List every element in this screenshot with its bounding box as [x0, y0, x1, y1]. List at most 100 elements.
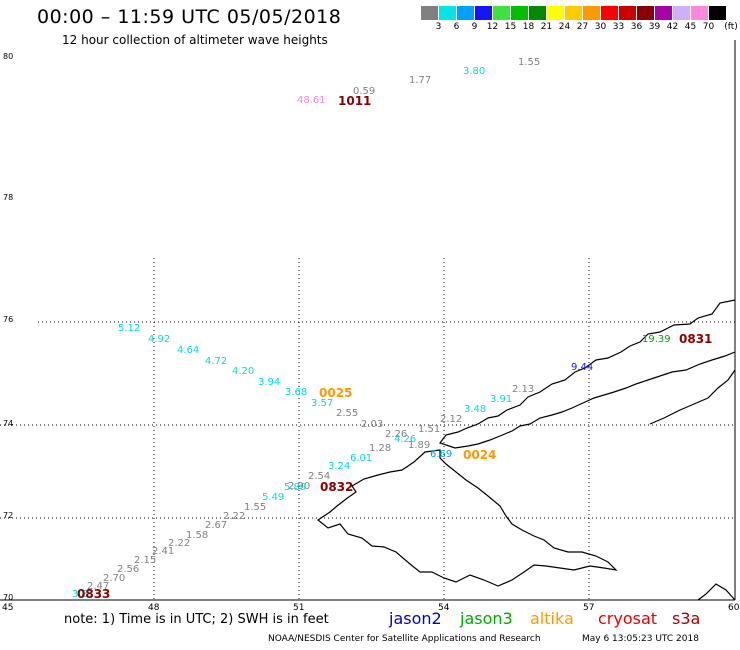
wave-height-value: 2.56 — [117, 564, 139, 575]
wave-height-value: 2.03 — [361, 419, 383, 430]
latitude-label: 80 — [3, 52, 13, 61]
satellite-legend-altika: altika — [530, 609, 574, 628]
wave-height-observations: 48.61 0.59 1.77 3.80 1.55 5.12 4.92 4.64 4.72 4.2… — [72, 57, 712, 601]
wave-height-value: 48.61 — [297, 95, 326, 106]
legend-swatch — [439, 6, 456, 20]
northern-island-coast — [439, 299, 736, 449]
latitude-label: 74 — [3, 419, 13, 428]
wave-height-value: 1.51 — [418, 424, 440, 435]
legend-swatch — [475, 6, 492, 20]
wave-height-value: 4.92 — [148, 334, 170, 345]
legend-label: 3 — [435, 22, 442, 32]
wave-height-value: 3.94 — [258, 377, 280, 388]
wave-height-value: 1.58 — [186, 530, 208, 541]
legend-swatch — [529, 6, 546, 20]
pass-time-label: 0832 — [320, 480, 353, 494]
footer-credit: NOAA/NESDIS Center for Satellite Applica… — [268, 634, 541, 644]
legend-swatch — [709, 6, 726, 20]
wave-height-value: 2.41 — [152, 546, 174, 557]
chart-subtitle: 12 hour collection of altimeter wave hei… — [62, 33, 328, 47]
wave-height-value: 1.89 — [408, 440, 430, 451]
wave-height-value: 5.49 — [262, 492, 284, 503]
longitude-label: 54 — [438, 603, 450, 613]
legend-swatch — [619, 6, 636, 20]
wave-height-value: 2.90 — [288, 481, 310, 492]
legend-swatch — [565, 6, 582, 20]
pass-time-label: 1011 — [338, 94, 371, 108]
legend-swatch — [457, 6, 474, 20]
legend-label: 6 — [453, 22, 460, 32]
legend-swatch — [511, 6, 528, 20]
wave-height-value: 3.68 — [285, 387, 307, 398]
legend-swatch — [601, 6, 618, 20]
satellite-legend-s3a: s3a — [672, 609, 701, 628]
wave-height-value: 2.47 — [87, 581, 109, 592]
wave-height-value: 3.91 — [490, 394, 512, 405]
wave-height-value: 9.44 — [571, 362, 593, 373]
longitude-label: 45 — [2, 603, 13, 613]
wave-height-value: 0.59 — [353, 86, 375, 97]
wave-height-value: 3.81 — [72, 589, 94, 600]
wave-height-value: 6.69 — [430, 449, 452, 460]
wave-height-value: 1.55 — [518, 57, 540, 68]
wave-height-value: 1.77 — [409, 75, 431, 86]
legend-swatch — [637, 6, 654, 20]
legend-unit: (ft) — [724, 22, 738, 32]
wave-height-value: 6.01 — [350, 453, 372, 464]
wave-height-value: 4.72 — [205, 356, 227, 367]
wave-height-value: 19.39 — [642, 334, 671, 345]
wave-height-value: 4.20 — [232, 366, 254, 377]
wave-height-value: 2.55 — [336, 408, 358, 419]
legend-label: 39 — [648, 22, 661, 32]
legend-swatch — [691, 6, 708, 20]
legend-label: 70 — [702, 22, 715, 32]
longitude-label: 60 — [728, 603, 740, 613]
legend-swatch — [421, 6, 438, 20]
wave-height-value: 2.54 — [308, 471, 330, 482]
wave-height-value: 5.12 — [118, 323, 140, 334]
latitude-label: 76 — [3, 315, 13, 324]
legend-label: 30 — [594, 22, 607, 32]
legend-label: 33 — [612, 22, 625, 32]
wave-height-value: 3.24 — [328, 461, 350, 472]
wave-height-value: 2.15 — [134, 555, 156, 566]
legend-swatch — [547, 6, 564, 20]
satellite-legend-jason2: jason2 — [389, 609, 442, 628]
wave-height-value: 4.26 — [394, 434, 416, 445]
wave-height-value: 1.55 — [244, 502, 266, 513]
pass-time-label: 0831 — [679, 332, 712, 346]
east-coast — [649, 369, 736, 425]
longitude-label: 57 — [583, 603, 594, 613]
legend-swatch — [493, 6, 510, 20]
latitude-label: 70 — [3, 593, 13, 602]
legend-label: 21 — [540, 22, 553, 32]
latitude-label: 78 — [3, 193, 13, 202]
legend-label: 36 — [630, 22, 643, 32]
wave-height-value: 2.13 — [512, 384, 534, 395]
pass-time-label: 0833 — [77, 587, 110, 601]
wave-height-value: 4.64 — [177, 345, 199, 356]
longitude-label: 48 — [148, 603, 160, 613]
legend-label: 27 — [576, 22, 589, 32]
legend-label: 42 — [666, 22, 679, 32]
lat-lon-grid — [0, 40, 736, 601]
southern-island-coast — [316, 449, 618, 587]
wave-height-value: 5.89 — [284, 482, 306, 493]
wave-height-value: 2.22 — [223, 511, 245, 522]
legend-label: 24 — [558, 22, 571, 32]
mainland-coast — [697, 583, 736, 601]
latitude-label: 72 — [3, 511, 13, 520]
wave-height-value: 2.22 — [168, 538, 190, 549]
wave-height-value: 3.57 — [311, 398, 333, 409]
satellite-legend-jason3: jason3 — [460, 609, 513, 628]
wave-height-value: 2.70 — [103, 573, 125, 584]
legend-swatch — [583, 6, 600, 20]
pass-time-label: 0024 — [463, 448, 496, 462]
legend-label: 18 — [522, 22, 535, 32]
note-text: note: 1) Time is in UTC; 2) SWH is in fe… — [64, 612, 329, 627]
longitude-label: 51 — [293, 603, 304, 613]
legend-label: 12 — [486, 22, 499, 32]
footer-timestamp: May 6 13:05:23 UTC 2018 — [582, 634, 699, 644]
legend-label: 45 — [684, 22, 697, 32]
